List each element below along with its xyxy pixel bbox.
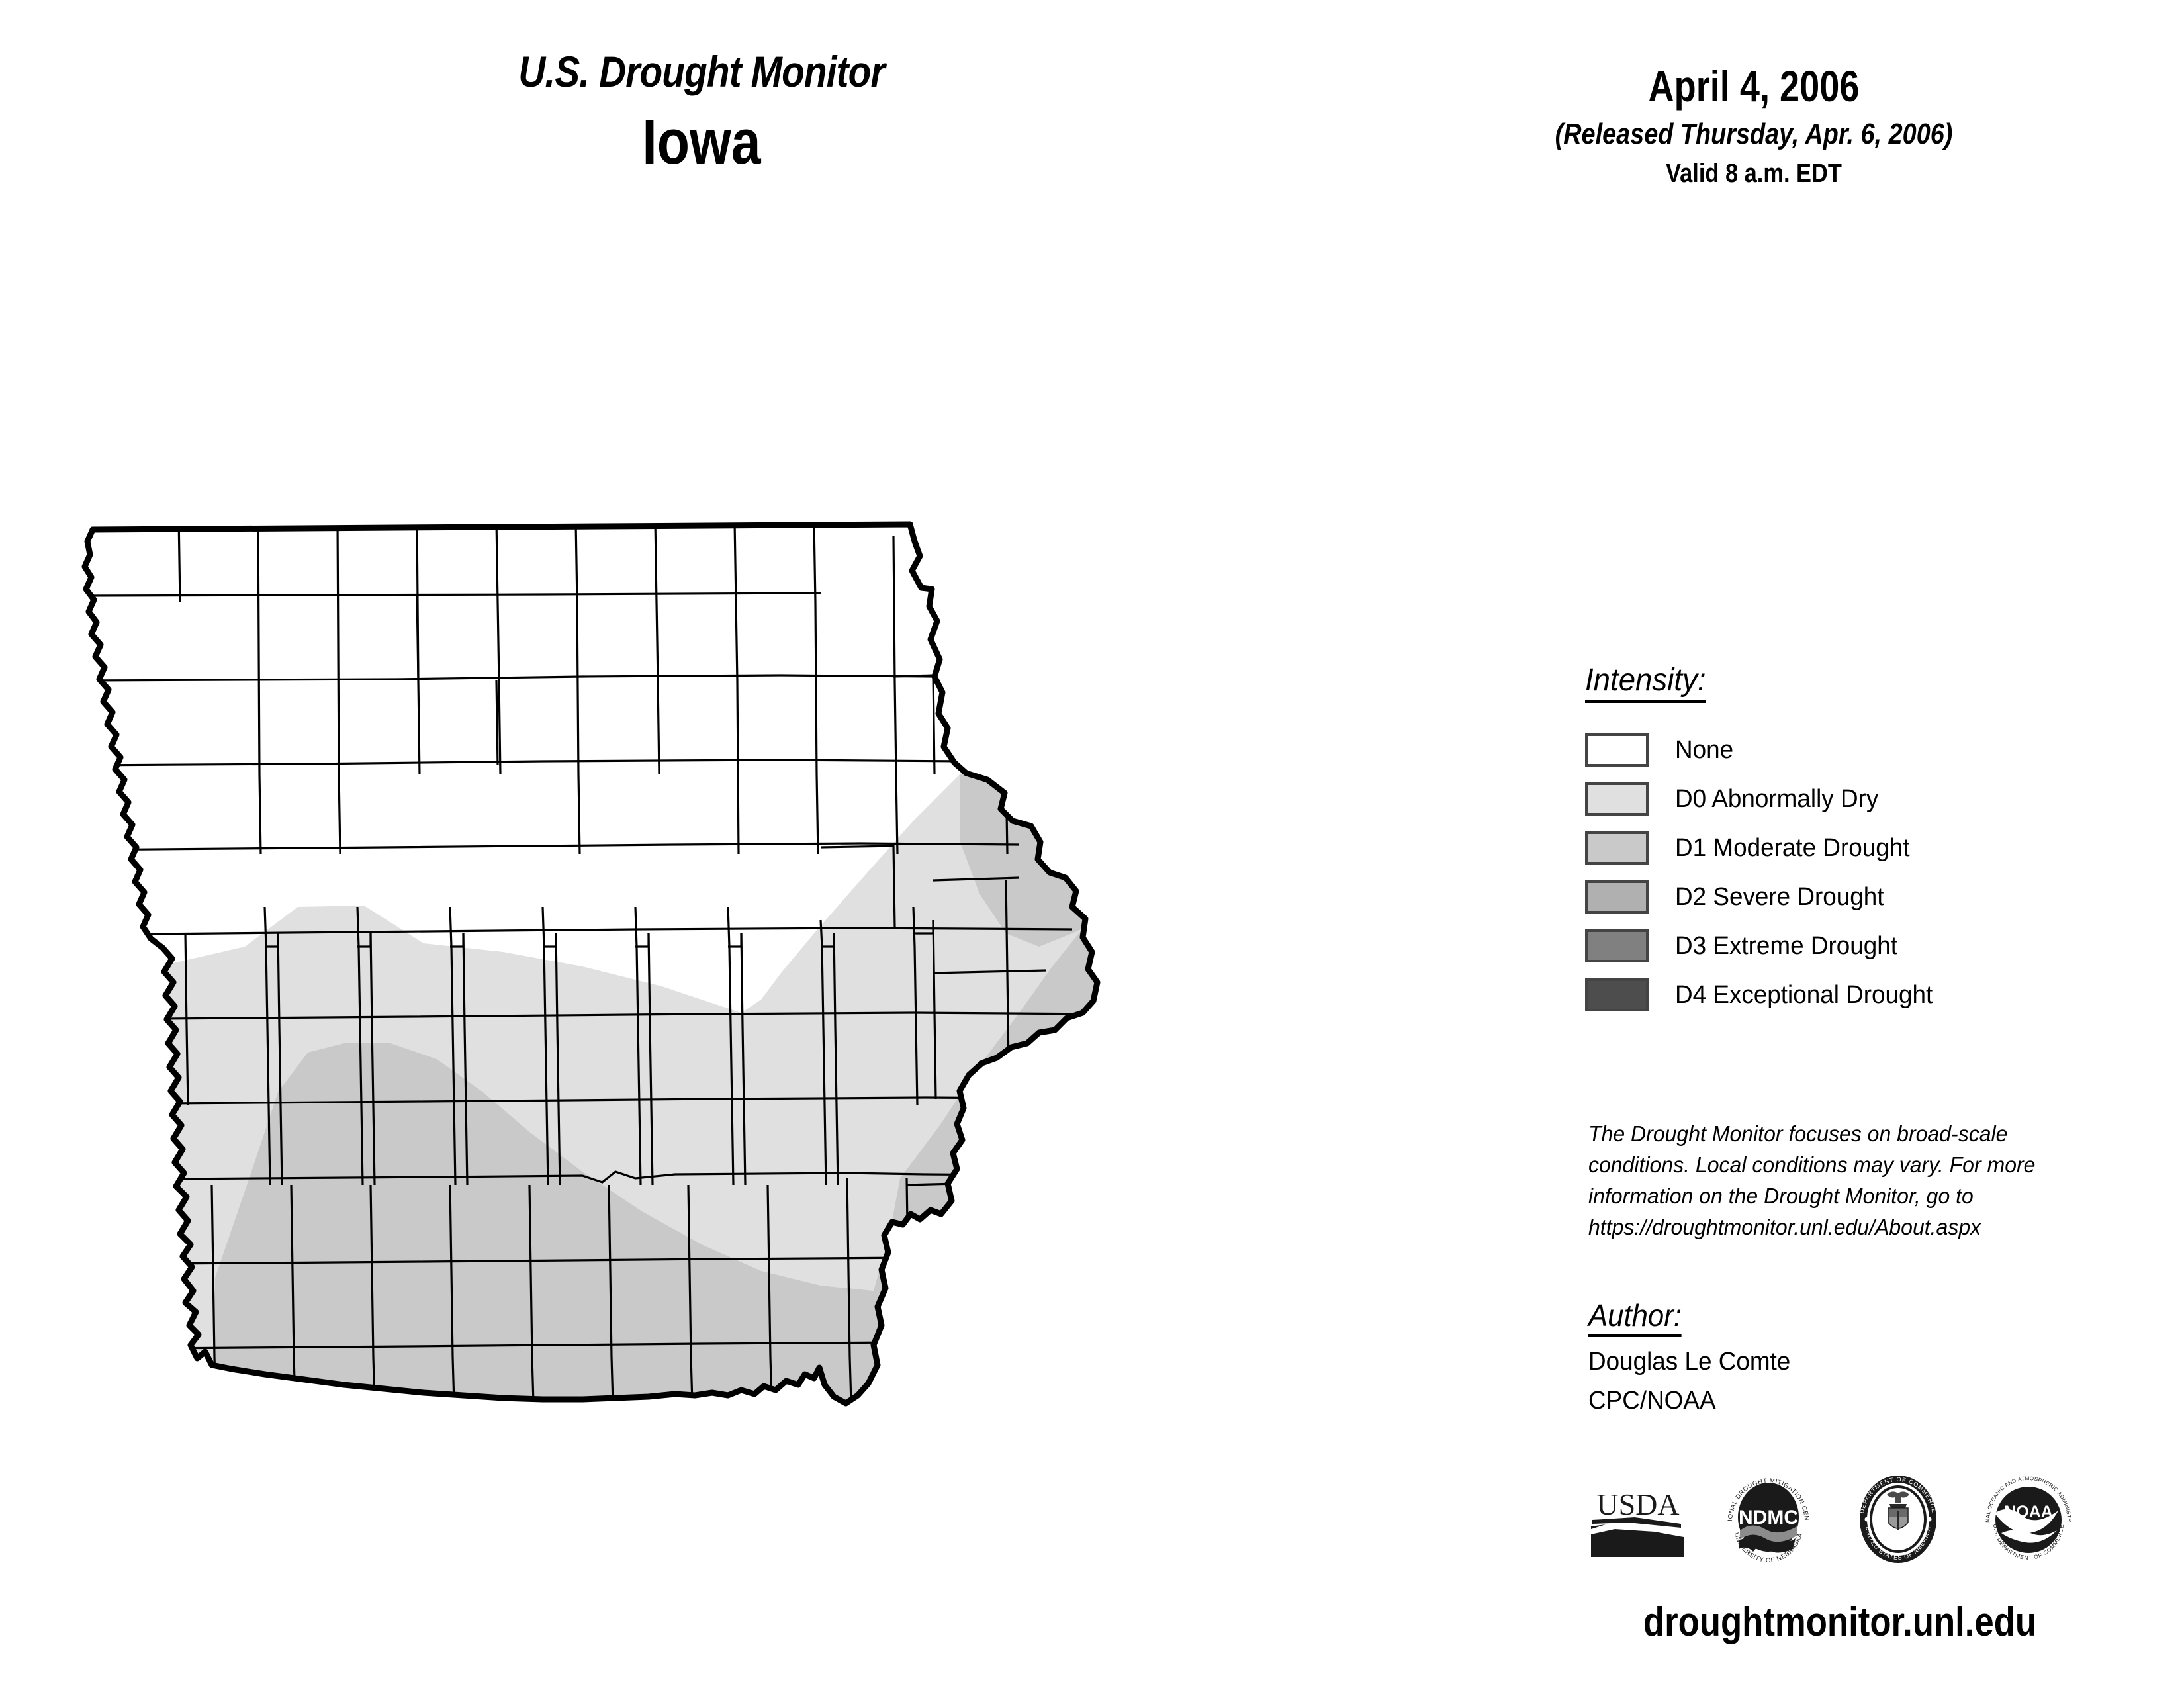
header-title-block: U.S. Drought Monitor Iowa <box>371 46 1032 179</box>
author-block: Author: Douglas Le Comte CPC/NOAA <box>1588 1297 2071 1415</box>
svg-text:NDMC: NDMC <box>1739 1507 1798 1528</box>
county-boundaries <box>85 524 1097 1403</box>
legend-label-d0: D0 Abnormally Dry <box>1675 784 1879 813</box>
legend-item-d2[interactable]: D2 Severe Drought <box>1585 872 2062 921</box>
page-title: U.S. Drought Monitor <box>518 47 885 96</box>
svg-text:USDA: USDA <box>1596 1487 1679 1521</box>
svg-text:NOAA: NOAA <box>2004 1503 2053 1521</box>
valid-date: April 4, 2006 <box>1648 62 1860 111</box>
legend-label-d3: D3 Extreme Drought <box>1675 931 1897 960</box>
noaa-logo: NOAA NATIONAL OCEANIC AND ATMOSPHERIC AD… <box>1979 1470 2072 1561</box>
usda-logo: USDA <box>1591 1487 1684 1557</box>
legend-item-d0[interactable]: D0 Abnormally Dry <box>1585 774 2062 823</box>
author-name: Douglas Le Comte <box>1588 1348 1791 1376</box>
release-date: (Released Thursday, Apr. 6, 2006) <box>1555 118 1953 150</box>
legend-heading: Intensity: <box>1585 662 1706 703</box>
legend-swatch-d4 <box>1585 978 1649 1011</box>
legend-label-d2: D2 Severe Drought <box>1675 882 1884 911</box>
agency-logo-row: USDA NDMC NATIONAL DROUGHT MITIGATION CE… <box>1588 1460 2078 1579</box>
legend-item-none[interactable]: None <box>1585 726 2062 774</box>
fill-d1-south <box>212 1043 940 1403</box>
legend-item-d3[interactable]: D3 Extreme Drought <box>1585 921 2062 970</box>
legend-swatch-d2 <box>1585 880 1649 914</box>
author-affiliation: CPC/NOAA <box>1588 1387 1716 1415</box>
disclaimer-line-1: The Drought Monitor focuses on broad-sca… <box>1588 1121 2008 1146</box>
disclaimer-about-url[interactable]: https://droughtmonitor.unl.edu/About.asp… <box>1588 1214 1981 1239</box>
ndmc-logo: NDMC NATIONAL DROUGHT MITIGATION CENTER … <box>1719 1470 1809 1564</box>
header-date-block: April 4, 2006 (Released Thursday, Apr. 6… <box>1456 61 2052 189</box>
intensity-legend: Intensity: None D0 Abnormally Dry D1 Mod… <box>1585 662 2062 1019</box>
footer-url[interactable]: droughtmonitor.unl.edu <box>1643 1599 2037 1645</box>
legend-swatch-d0 <box>1585 782 1649 816</box>
legend-label-none: None <box>1675 735 1734 764</box>
legend-item-d1[interactable]: D1 Moderate Drought <box>1585 823 2062 872</box>
legend-list: None D0 Abnormally Dry D1 Moderate Droug… <box>1585 726 2062 1019</box>
legend-swatch-d3 <box>1585 929 1649 962</box>
legend-swatch-none <box>1585 733 1649 767</box>
drought-map <box>79 510 1482 1470</box>
legend-item-d4[interactable]: D4 Exceptional Drought <box>1585 970 2062 1019</box>
disclaimer-line-3: information on the Drought Monitor, go t… <box>1588 1183 1974 1208</box>
drought-fill-layer <box>85 524 1097 1403</box>
disclaimer-text: The Drought Monitor focuses on broad-sca… <box>1588 1119 2071 1243</box>
department-of-commerce-seal: DEPARTMENT OF COMMERCE UNITED STATES OF … <box>1858 1476 1937 1563</box>
author-heading: Author: <box>1588 1297 1682 1337</box>
disclaimer-line-2: conditions. Local conditions may vary. F… <box>1588 1152 2036 1177</box>
legend-swatch-d1 <box>1585 831 1649 865</box>
legend-label-d4: D4 Exceptional Drought <box>1675 980 1933 1009</box>
valid-time: Valid 8 a.m. EDT <box>1666 159 1842 188</box>
iowa-state-outline <box>81 521 1101 1407</box>
iowa-map-svg <box>81 521 1101 1407</box>
state-title: Iowa <box>642 107 761 177</box>
legend-label-d1: D1 Moderate Drought <box>1675 833 1910 862</box>
